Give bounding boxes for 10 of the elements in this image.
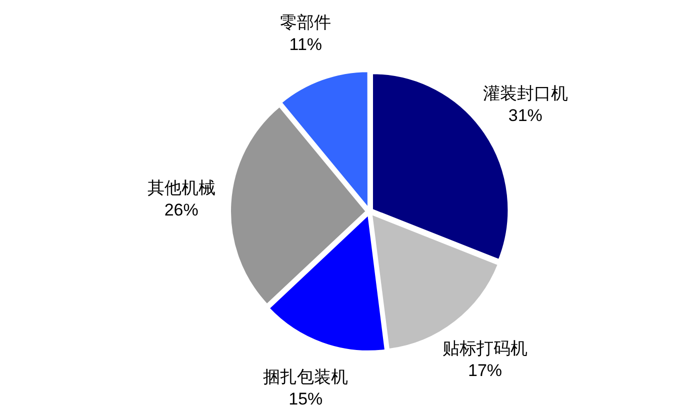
- slice-label: 灌装封口机: [482, 84, 568, 104]
- slice-label: 捆扎包装机: [263, 368, 348, 387]
- data-label: 26%: [164, 200, 198, 220]
- slice-label: 其他机械: [147, 178, 216, 198]
- data-label: 31%: [508, 106, 542, 126]
- data-label: 11%: [289, 34, 322, 54]
- data-label: 17%: [468, 361, 502, 380]
- slice-label: 贴标打码机: [442, 339, 528, 358]
- data-label: 15%: [288, 390, 323, 409]
- slice-label: 零部件: [280, 12, 332, 32]
